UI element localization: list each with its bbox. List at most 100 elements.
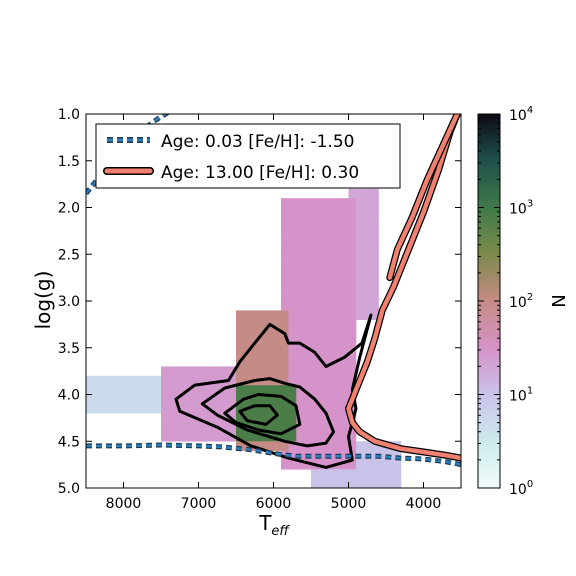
heatmap-cell [386,478,394,488]
heatmap-cell [348,235,357,246]
heatmap-cell [273,385,282,395]
heatmap-cell [333,375,342,386]
heatmap-cell [303,366,312,377]
density-contour [174,313,373,469]
heatmap-cell [258,422,267,433]
heatmap-cell [168,385,177,395]
heatmap-cell [161,394,169,405]
heatmap-cell [363,244,372,255]
heatmap-cell [288,366,297,377]
heatmap-cell [221,394,229,405]
heatmap-cell [296,226,304,236]
heatmap-cell [288,329,297,339]
heatmap-cell [273,366,282,377]
heatmap-cell [258,385,267,395]
heatmap-cell [326,207,334,218]
heatmap-cell [341,282,349,292]
heatmap-cell [326,198,334,208]
heatmap-cell [281,198,289,208]
heatmap-cell [161,431,169,442]
heatmap-cell [311,263,319,274]
heatmap-cell [273,319,282,330]
heatmap-cell [311,413,319,423]
heatmap-cell [191,422,199,433]
heatmap-cell [116,394,124,405]
heatmap-cell [318,301,327,311]
heatmap-cell [251,385,259,395]
heatmap-cell [213,385,222,395]
heatmap-cell [348,431,357,442]
heatmap-cell [296,347,304,358]
heatmap-cell [341,216,349,227]
heatmap-cell [266,366,274,377]
heatmap-cell [266,357,274,367]
heatmap-cell [266,385,274,395]
heatmap-cell [138,403,147,414]
heatmap-cell [303,347,312,358]
heatmap-cell [296,366,304,377]
heatmap-cell [206,385,214,395]
heatmap-cell [273,357,282,367]
heatmap-cell [371,310,379,320]
heatmap-cell [86,403,94,414]
heatmap-cell [281,357,289,367]
heatmap-cell [303,319,312,330]
heatmap-cell [108,375,117,386]
heatmap-cell [326,338,334,349]
y-tick-label: 3.0 [58,294,80,310]
heatmap-cell [296,301,304,311]
heatmap-cell [236,319,244,330]
y-tick-label: 1.0 [58,107,80,123]
heatmap-cell [371,282,379,292]
heatmap-cell [356,478,364,488]
heatmap-cell [281,385,289,395]
heatmap-cell [311,291,319,302]
heatmap-cell [348,319,357,330]
heatmap-cell [251,329,259,339]
heatmap-cell [191,366,199,377]
heatmap-cell [348,459,357,470]
heatmap-cell [311,329,319,339]
heatmap-cell [273,403,282,414]
heatmap-cell [311,469,319,479]
heatmap-cell [333,338,342,349]
heatmap-cell [363,469,372,479]
heatmap-cell [371,188,379,199]
heatmap-cell [318,235,327,246]
heatmap-cell [86,375,94,386]
heatmap-cell [116,385,124,395]
heatmap-cell [288,459,297,470]
heatmap-cell [318,441,327,451]
heatmap-cell [356,469,364,479]
heatmap-cell [108,385,117,395]
heatmap-cell [348,329,357,339]
heatmap-cell [281,216,289,227]
heatmap-cell [378,469,387,479]
heatmap-cell [296,357,304,367]
heatmap-cell [168,422,177,433]
heatmap-cell [318,198,327,208]
heatmap-cell [341,263,349,274]
heatmap-cell [363,226,372,236]
heatmap-cell [356,291,364,302]
heatmap-cell [326,301,334,311]
heatmap-cell [146,375,154,386]
legend: Age: 0.03 [Fe/H]: -1.50 Age: 13.00 [Fe/H… [95,123,401,189]
heatmap-cell [318,413,327,423]
heatmap-cell [326,375,334,386]
heatmap-cell [296,198,304,208]
heatmap-cell [326,347,334,358]
heatmap-cell [303,338,312,349]
heatmap-cell [356,207,364,218]
isochrone-old [387,114,460,280]
heatmap-cell [266,422,274,433]
heatmap-cell [303,301,312,311]
heatmap-cell [281,366,289,377]
heatmap-cell [356,254,364,264]
heatmap-cell [296,431,304,442]
heatmap-cell [116,403,124,414]
x-tick-label: 7000 [181,496,217,512]
heatmap-cell [288,450,297,461]
heatmap-cell [356,244,364,255]
heatmap-cell [176,394,184,405]
